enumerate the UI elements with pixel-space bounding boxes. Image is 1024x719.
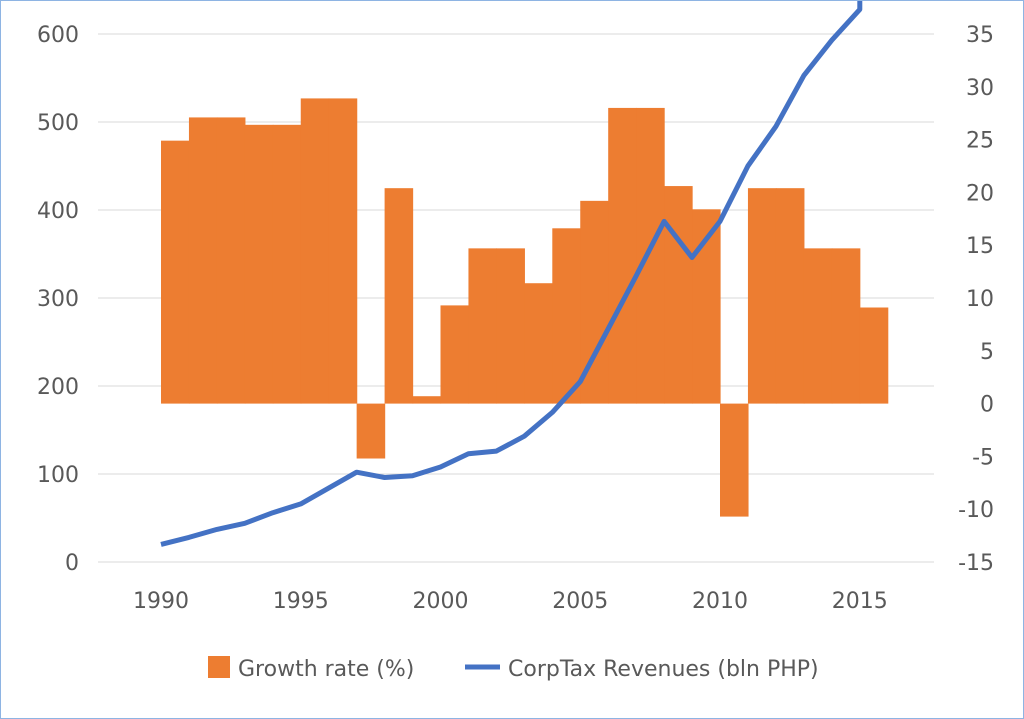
- left-axis-tick-label: 600: [37, 23, 79, 48]
- right-axis-tick-label: 15: [966, 234, 994, 259]
- growth-rate-bar: [300, 98, 330, 404]
- legend: Growth rate (%) CorpTax Revenues (bln PH…: [208, 656, 819, 682]
- corptax-revenue-line: [160, 1, 863, 547]
- growth-rate-bar: [552, 228, 581, 404]
- x-axis-tick-label: 2000: [413, 589, 469, 614]
- growth-rate-bar: [412, 396, 442, 404]
- growth-rate-bar: [636, 107, 665, 404]
- right-axis-tick-label: 20: [966, 181, 994, 206]
- left-axis-tick-label: 0: [65, 551, 79, 576]
- right-axis-tick-label: 35: [966, 23, 994, 48]
- growth-rate-bar: [803, 248, 833, 404]
- left-axis-tick-label: 200: [37, 375, 79, 400]
- growth-rate-bar: [524, 283, 553, 404]
- growth-rate-bar: [496, 248, 525, 404]
- growth-rate-bar: [859, 307, 889, 404]
- growth-rate-bar: [272, 124, 302, 404]
- right-axis-tick-label: 30: [966, 76, 994, 101]
- x-axis-tick-label: 2015: [832, 589, 888, 614]
- growth-rate-bar: [328, 98, 358, 404]
- growth-rate-bar: [468, 248, 497, 404]
- left-axis-tick-label: 100: [37, 463, 79, 488]
- right-axis-tick-label: -10: [958, 498, 994, 523]
- growth-rate-bar: [188, 117, 218, 404]
- legend-label-corptax: CorpTax Revenues (bln PHP): [508, 657, 819, 682]
- x-axis-tick-label: 1990: [133, 589, 189, 614]
- left-axis-tick-label: 500: [37, 111, 79, 136]
- left-axis-tick-label: 300: [37, 287, 79, 312]
- growth-rate-bar: [720, 403, 749, 517]
- x-axis-ticks: 1990 1995 2000 2005 2010 2015: [133, 589, 888, 614]
- x-axis-tick-label: 2005: [552, 589, 608, 614]
- x-axis-tick-label: 1995: [273, 589, 329, 614]
- x-axis-tick-label: 2010: [692, 589, 748, 614]
- right-axis-tick-label: 10: [966, 287, 994, 312]
- right-axis-tick-label: -15: [958, 551, 994, 576]
- right-axis-tick-label: 25: [966, 129, 994, 154]
- growth-rate-bar: [664, 186, 693, 404]
- growth-rate-bars: [161, 98, 889, 517]
- growth-rate-bar: [440, 305, 470, 404]
- right-axis-tick-label: -5: [972, 445, 994, 470]
- legend-swatch-growth-rate: [208, 656, 230, 678]
- growth-rate-bar: [161, 140, 190, 404]
- growth-rate-bar: [747, 188, 777, 404]
- growth-rate-bar: [831, 248, 861, 404]
- growth-rate-bar: [216, 117, 246, 404]
- growth-rate-bar: [608, 107, 637, 404]
- growth-rate-bar: [384, 188, 414, 404]
- right-axis-tick-label: 5: [980, 340, 994, 365]
- growth-rate-bar: [775, 188, 805, 404]
- legend-label-growth-rate: Growth rate (%): [238, 657, 414, 682]
- left-axis-ticks: 0 100 200 300 400 500 600: [37, 23, 79, 576]
- growth-rate-bar: [244, 124, 274, 404]
- left-axis-tick-label: 400: [37, 199, 79, 224]
- growth-rate-bar: [356, 403, 386, 459]
- right-axis-tick-label: 0: [980, 393, 994, 418]
- right-axis-ticks: -15 -10 -5 0 5 10 15 20 25 30 35: [958, 23, 994, 576]
- corptax-revenue-line-path: [160, 1, 863, 547]
